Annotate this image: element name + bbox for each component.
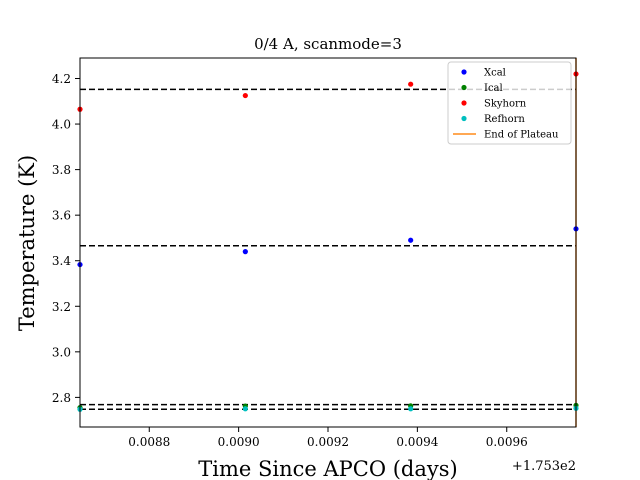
legend: Xcal Ical Skyhorn Refhorn End of Plateau bbox=[447, 61, 572, 145]
y-tick-label: 4.2 bbox=[52, 72, 71, 86]
y-tick-label: 3.6 bbox=[52, 209, 71, 223]
legend-label: Ical bbox=[484, 83, 503, 94]
x-axis-label: Time Since APCO (days) bbox=[198, 457, 457, 480]
x-tick-label: 0.0092 bbox=[307, 435, 349, 449]
reference-lines bbox=[80, 88, 576, 410]
x-tick-label: 0.0096 bbox=[486, 435, 528, 449]
legend-marker bbox=[461, 84, 467, 91]
y-axis-label: Temperature (K) bbox=[15, 155, 39, 331]
x-tick-label: 0.0088 bbox=[128, 435, 170, 449]
y-tick-label: 3.4 bbox=[52, 254, 71, 268]
y-tick-label: 3.2 bbox=[52, 300, 71, 314]
x-offset-label: +1.753e2 bbox=[512, 459, 576, 474]
legend-label: Skyhorn bbox=[484, 99, 527, 110]
x-ticks: 0.0088 0.0090 0.0092 0.0094 0.0096 bbox=[128, 427, 528, 449]
legend-frame bbox=[447, 61, 572, 145]
y-tick-label: 4.0 bbox=[52, 118, 71, 132]
skyhorn-point bbox=[242, 92, 248, 99]
y-ticks: 2.8 3.0 3.2 3.4 3.6 3.8 4.0 4.2 bbox=[52, 72, 80, 405]
plot-frame bbox=[79, 57, 577, 428]
legend-label: Xcal bbox=[484, 68, 506, 79]
refhorn-point bbox=[242, 406, 248, 412]
legend-label: End of Plateau bbox=[484, 130, 559, 141]
y-tick-label: 3.0 bbox=[52, 345, 71, 359]
xcal-point bbox=[242, 249, 248, 255]
legend-marker bbox=[461, 100, 467, 106]
xcal-point bbox=[408, 237, 414, 243]
x-tick-label: 0.0094 bbox=[396, 435, 438, 449]
y-tick-label: 2.8 bbox=[52, 391, 71, 405]
y-tick-label: 3.8 bbox=[52, 163, 71, 177]
legend-label: Refhorn bbox=[484, 114, 525, 125]
x-tick-label: 0.0090 bbox=[218, 435, 260, 449]
legend-marker bbox=[461, 69, 467, 75]
skyhorn-point bbox=[408, 81, 414, 87]
legend-marker bbox=[461, 115, 467, 122]
chart-title: 0/4 A, scanmode=3 bbox=[254, 35, 402, 53]
refhorn-point bbox=[408, 406, 414, 412]
